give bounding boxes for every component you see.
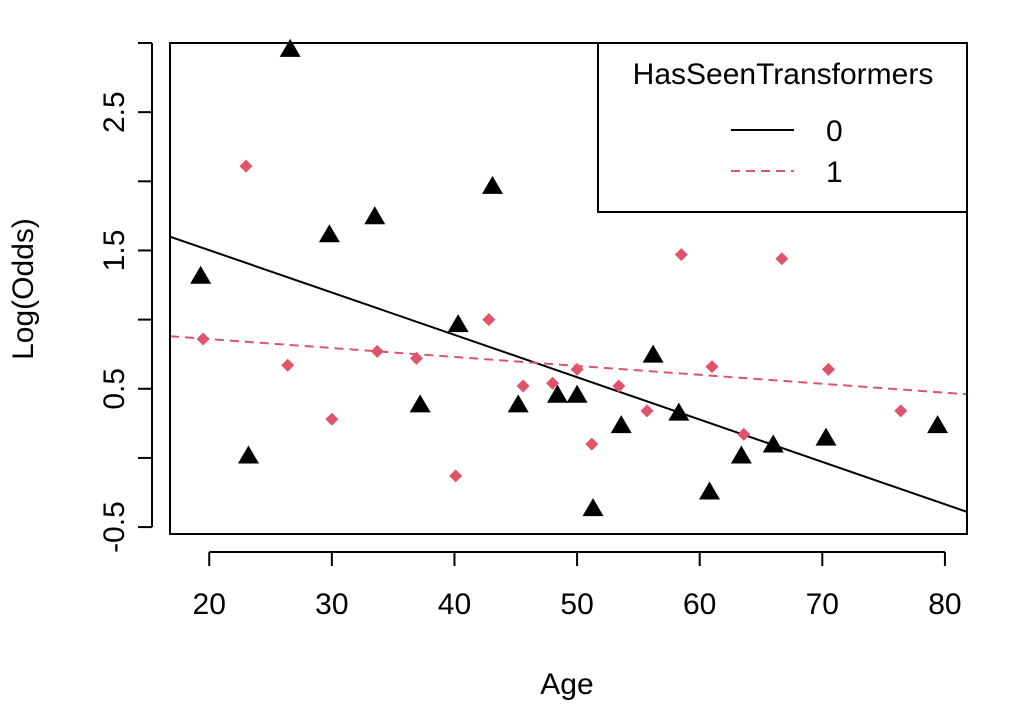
- fit-line-series-0: [170, 235, 967, 513]
- plot-frame: [169, 42, 968, 535]
- point-series-0-13: [642, 344, 664, 363]
- legend-box: [597, 42, 968, 213]
- point-series-1-14: [674, 248, 688, 262]
- axes-layer: -0.5 0.5 1.5 2.5 20 30 40 50 60 70 80: [98, 42, 968, 621]
- x-axis-label: Age: [540, 668, 593, 701]
- x-tick-label-6: 80: [928, 588, 961, 621]
- x-tick-label-3: 50: [560, 588, 593, 621]
- point-series-0-8: [507, 394, 529, 413]
- y-axis-label: Log(Odds): [7, 218, 40, 360]
- point-series-0-19: [927, 415, 949, 434]
- point-series-1-4: [370, 344, 384, 358]
- point-series-0-16: [730, 445, 752, 464]
- point-series-1-19: [894, 404, 908, 418]
- point-series-0-4: [364, 206, 386, 225]
- legend-label-1: 1: [826, 156, 843, 189]
- point-series-1-15: [705, 360, 719, 374]
- x-tick-label-5: 70: [806, 588, 839, 621]
- point-series-0-2: [279, 38, 301, 57]
- point-series-1-18: [821, 362, 835, 376]
- point-series-1-11: [585, 437, 599, 451]
- point-series-0-3: [318, 224, 340, 243]
- x-tick-label-0: 20: [193, 588, 226, 621]
- point-series-0-10: [566, 384, 588, 403]
- x-tick-label-2: 40: [438, 588, 471, 621]
- point-series-1-10: [570, 362, 584, 376]
- legend: HasSeenTransformers 0 1: [597, 42, 968, 213]
- point-series-1-12: [612, 379, 626, 393]
- y-tick-label-4: 1.5: [98, 230, 131, 272]
- point-series-0-15: [699, 481, 721, 500]
- y-tick-label-2: 0.5: [98, 368, 131, 410]
- point-series-1-9: [546, 376, 560, 390]
- point-series-0-17: [762, 434, 784, 453]
- point-series-1-5: [409, 351, 423, 365]
- point-series-1-2: [281, 358, 295, 372]
- point-series-1-16: [737, 427, 751, 441]
- point-series-1-13: [640, 404, 654, 418]
- point-series-0-11: [582, 498, 604, 517]
- point-series-1-1: [239, 159, 253, 173]
- x-tick-label-1: 30: [315, 588, 348, 621]
- point-series-1-17: [775, 252, 789, 266]
- point-series-1-8: [516, 379, 530, 393]
- point-series-0-7: [481, 175, 503, 194]
- fit-lines: [170, 235, 967, 513]
- y-tick-label-0: -0.5: [98, 501, 131, 553]
- points-layer: [190, 38, 949, 517]
- point-series-1-0: [196, 332, 210, 346]
- point-series-1-6: [449, 469, 463, 483]
- point-series-0-14: [668, 402, 690, 421]
- x-tick-label-4: 60: [683, 588, 716, 621]
- legend-label-0: 0: [826, 115, 843, 148]
- point-series-0-6: [447, 314, 469, 333]
- y-tick-label-6: 2.5: [98, 91, 131, 133]
- fit-line-series-1: [170, 335, 967, 396]
- legend-title: HasSeenTransformers: [633, 58, 934, 91]
- point-series-0-18: [815, 427, 837, 446]
- point-series-0-12: [610, 415, 632, 434]
- point-series-0-9: [546, 384, 568, 403]
- point-series-0-1: [237, 445, 259, 464]
- point-series-0-0: [190, 265, 212, 284]
- point-series-1-7: [482, 313, 496, 327]
- point-series-0-5: [409, 394, 431, 413]
- point-series-1-3: [325, 412, 339, 426]
